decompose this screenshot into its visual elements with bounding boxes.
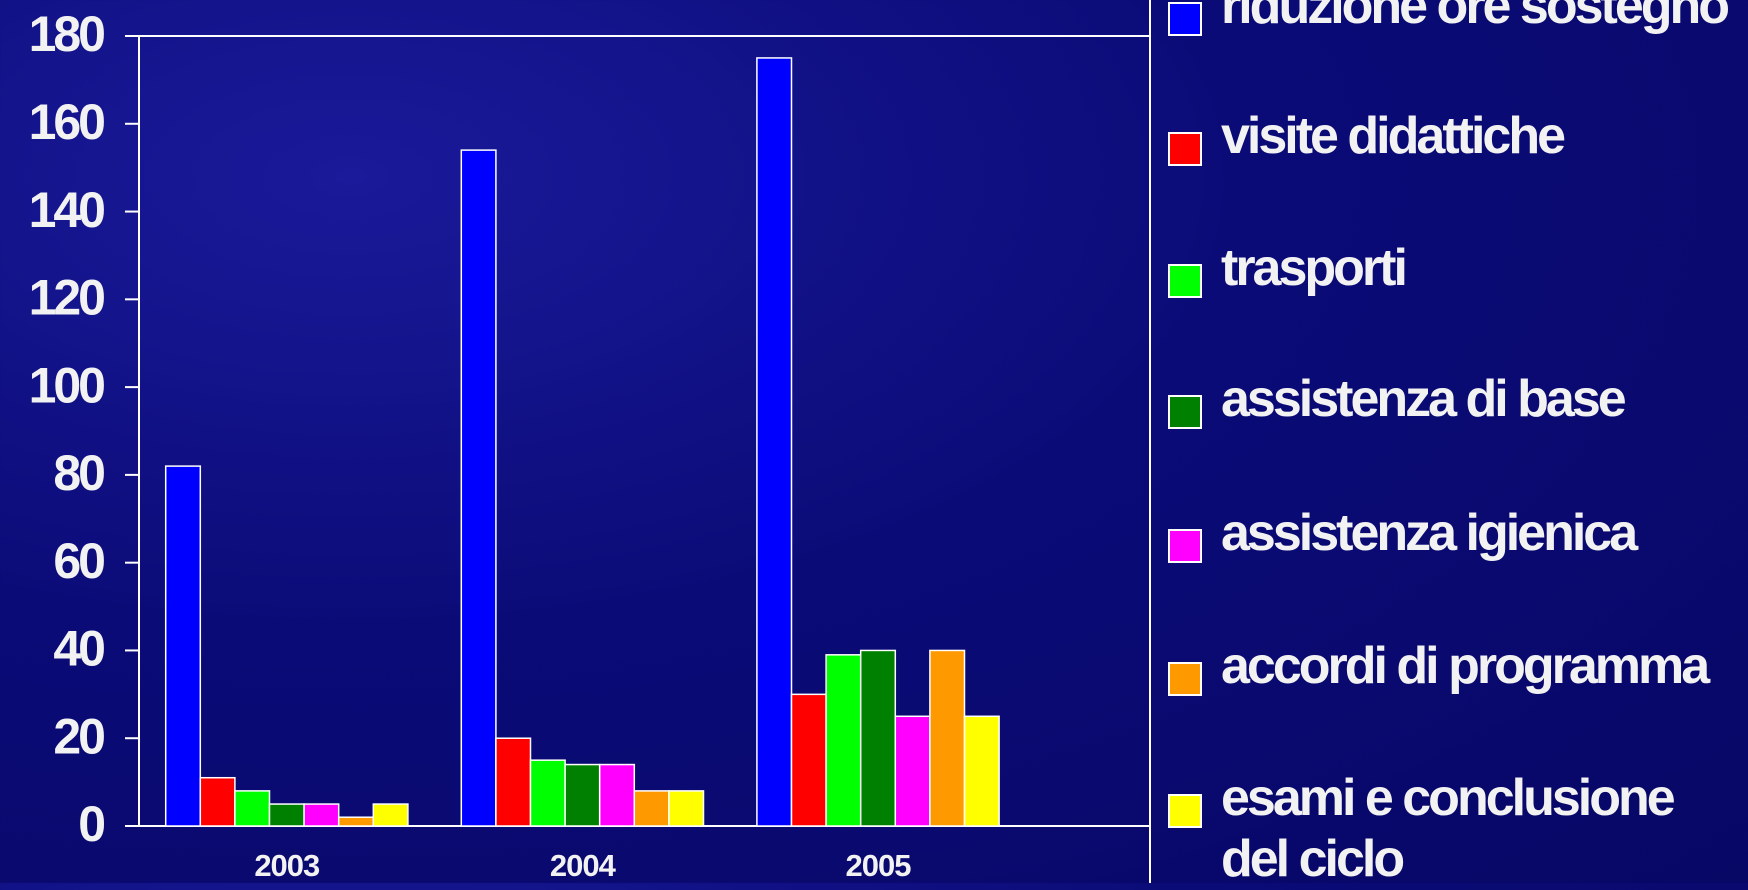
y-tick-label: 160 — [29, 94, 105, 150]
y-tick-label: 180 — [29, 6, 105, 62]
bar — [372, 803, 409, 827]
bar — [859, 649, 897, 827]
bar — [337, 816, 375, 827]
bar — [460, 149, 497, 827]
bar — [929, 649, 966, 827]
x-tick-label: 2004 — [550, 848, 617, 883]
bar — [529, 759, 566, 827]
bar — [268, 803, 305, 827]
bar — [303, 803, 340, 827]
bar — [825, 654, 862, 827]
bar — [963, 715, 1000, 827]
y-tick-label: 120 — [29, 270, 105, 326]
legend-swatch — [1168, 2, 1202, 36]
y-tick-label: 40 — [53, 621, 104, 677]
bar — [598, 763, 636, 827]
bar — [234, 790, 271, 827]
legend-swatch — [1168, 132, 1202, 166]
bar — [790, 693, 827, 827]
legend-label: visite didattiche — [1221, 107, 1566, 165]
y-tick-label: 140 — [29, 182, 105, 238]
bar — [564, 763, 601, 827]
legend-label: assistenza di base — [1221, 370, 1627, 428]
legend-label: accordi di programma — [1221, 637, 1710, 695]
bar — [756, 57, 793, 827]
legend-label: riduzione ore sostegno — [1221, 0, 1730, 35]
bar — [894, 715, 931, 827]
y-tick-label: 80 — [53, 445, 104, 501]
legend-swatch — [1168, 794, 1202, 828]
y-tick-label: 0 — [78, 796, 104, 852]
legend-swatch — [1168, 529, 1202, 563]
bar — [633, 790, 670, 827]
legend-swatch — [1168, 264, 1202, 298]
legend-label: assistenza igienica — [1221, 504, 1638, 562]
x-tick-label: 2003 — [254, 848, 320, 883]
bar — [495, 737, 532, 827]
y-tick-label: 20 — [53, 708, 104, 764]
legend-label: esami e conclusione del ciclo — [1221, 769, 1676, 888]
legend-label: trasporti — [1221, 239, 1408, 297]
bar — [164, 465, 202, 827]
x-tick-label: 2005 — [846, 848, 912, 883]
legend-swatch — [1168, 662, 1202, 696]
y-tick-label: 100 — [29, 357, 105, 413]
bar — [199, 776, 236, 827]
y-tick-label: 60 — [53, 533, 104, 589]
legend-swatch — [1168, 395, 1202, 429]
bar — [668, 790, 705, 827]
